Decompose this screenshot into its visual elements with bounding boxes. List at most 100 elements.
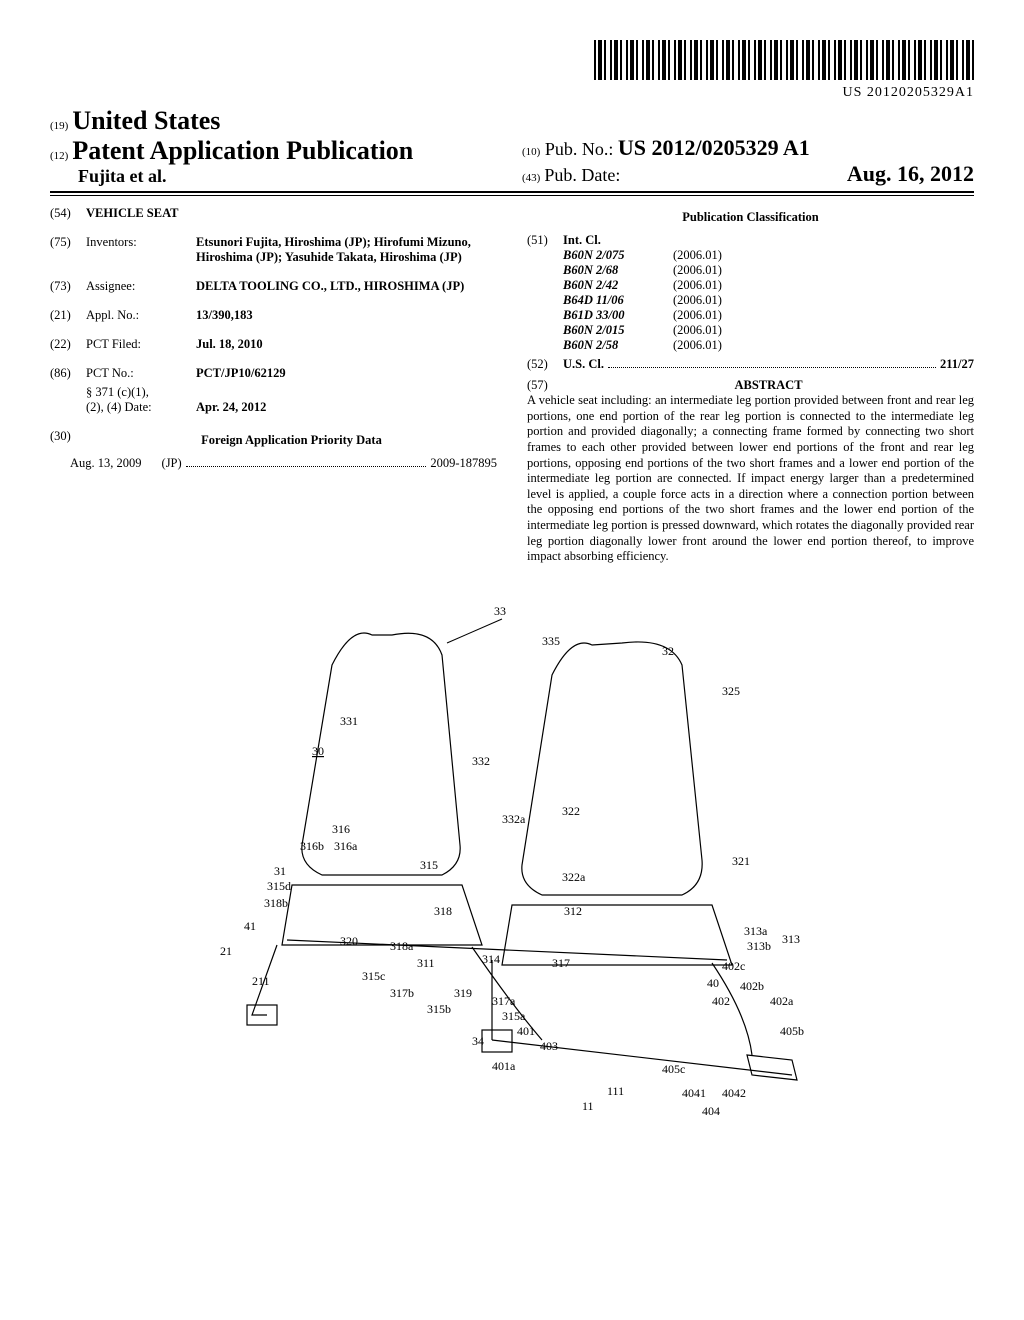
header: (19) United States (12) Patent Applicati… (50, 106, 974, 193)
assignee: DELTA TOOLING CO., LTD., HIROSHIMA (JP) (196, 279, 497, 294)
abstract-text: A vehicle seat including: an intermediat… (527, 393, 974, 565)
author-line: Fujita et al. (50, 166, 502, 187)
ref-335: 335 (542, 634, 560, 648)
pct-no-row: (86) PCT No.: PCT/JP10/62129 (50, 366, 497, 381)
uscl-dots (608, 357, 936, 368)
code-22: (22) (50, 337, 86, 352)
ipc-code: B60N 2/42 (563, 278, 673, 293)
assignee-row: (73) Assignee: DELTA TOOLING CO., LTD., … (50, 279, 497, 294)
pct-filed-label: PCT Filed: (86, 337, 196, 352)
ref-317: 317 (552, 956, 570, 970)
country: United States (72, 106, 220, 135)
ref-316b: 316b (300, 839, 324, 853)
code-21: (21) (50, 308, 86, 323)
foreign-header: Foreign Application Priority Data (86, 433, 497, 448)
ref-312: 312 (564, 904, 582, 918)
ref-318b: 318b (264, 896, 288, 910)
invention-title: VEHICLE SEAT (86, 206, 179, 221)
ref-314: 314 (482, 952, 500, 966)
ipc-row: B60N 2/075(2006.01) (563, 248, 763, 263)
ref-33: 33 (494, 604, 506, 618)
right-column: Publication Classification (51) Int. Cl.… (527, 206, 974, 565)
ipc-row: B60N 2/015(2006.01) (563, 323, 763, 338)
ref-332a: 332a (502, 812, 526, 826)
ref-405c: 405c (662, 1062, 685, 1076)
ref-313a: 313a (744, 924, 768, 938)
pub-type-line: (12) Patent Application Publication (50, 136, 502, 166)
header-left: (19) United States (12) Patent Applicati… (50, 106, 502, 187)
ref-11: 11 (582, 1099, 594, 1113)
inventors: Etsunori Fujita, Hiroshima (JP); Hirofum… (196, 235, 497, 265)
ipc-list: B60N 2/075(2006.01)B60N 2/68(2006.01)B60… (563, 248, 763, 353)
ipc-code: B61D 33/00 (563, 308, 673, 323)
ref-21: 21 (220, 944, 232, 958)
uscl-value: 211/27 (940, 357, 974, 372)
ref-402: 402 (712, 994, 730, 1008)
intcl-label: Int. Cl. (563, 233, 763, 248)
ipc-row: B60N 2/68(2006.01) (563, 263, 763, 278)
ipc-version: (2006.01) (673, 248, 763, 263)
ref-332: 332 (472, 754, 490, 768)
header-right: (10) Pub. No.: US 2012/0205329 A1 (43) P… (502, 135, 974, 187)
ipc-row: B60N 2/58(2006.01) (563, 338, 763, 353)
biblio-columns: (54) VEHICLE SEAT (75) Inventors: Etsuno… (50, 206, 974, 565)
code-19: (19) (50, 120, 68, 132)
abstract-header-row: (57) ABSTRACT (527, 378, 974, 393)
inventors-label: Inventors: (86, 235, 196, 265)
code-57: (57) (527, 378, 563, 393)
code-86: (86) (50, 366, 86, 381)
ref-331: 331 (340, 714, 358, 728)
ref-317b: 317b (390, 986, 414, 1000)
uscl-row: (52) U.S. Cl. 211/27 (527, 357, 974, 372)
code-52: (52) (527, 357, 563, 372)
s371-row2: (2), (4) Date: Apr. 24, 2012 (50, 400, 497, 415)
ref-401a: 401a (492, 1059, 516, 1073)
ref-318: 318 (434, 904, 452, 918)
pct-no: PCT/JP10/62129 (196, 366, 497, 381)
appl-no: 13/390,183 (196, 308, 497, 323)
ref-32: 32 (662, 644, 674, 658)
inventors-row: (75) Inventors: Etsunori Fujita, Hiroshi… (50, 235, 497, 265)
ref-41: 41 (244, 919, 256, 933)
ipc-version: (2006.01) (673, 293, 763, 308)
ref-31: 31 (274, 864, 286, 878)
ref-322: 322 (562, 804, 580, 818)
code-54: (54) (50, 206, 86, 221)
foreign-country: (JP) (162, 456, 182, 471)
barcode-graphic (594, 40, 974, 80)
ref-404: 404 (702, 1104, 720, 1118)
ipc-version: (2006.01) (673, 278, 763, 293)
ref-4042: 4042 (722, 1086, 746, 1100)
title-row: (54) VEHICLE SEAT (50, 206, 497, 221)
figure: 33 335 32 325 331 30 332 332a 322 316 31… (50, 585, 974, 1130)
pub-no-label: Pub. No.: (545, 139, 614, 159)
ref-315: 315 (420, 858, 438, 872)
abstract-label: ABSTRACT (563, 378, 974, 393)
ipc-code: B60N 2/075 (563, 248, 673, 263)
ref-316a: 316a (334, 839, 358, 853)
left-column: (54) VEHICLE SEAT (75) Inventors: Etsuno… (50, 206, 497, 565)
country-line: (19) United States (50, 106, 502, 136)
foreign-priority-section: (30) Foreign Application Priority Data A… (50, 429, 497, 471)
ref-402b: 402b (740, 979, 764, 993)
barcode-number: US 20120205329A1 (50, 85, 974, 101)
barcode-region: US 20120205329A1 (50, 40, 974, 101)
ipc-version: (2006.01) (673, 308, 763, 323)
ref-315a: 315a (502, 1009, 526, 1023)
ref-315d: 315d (267, 879, 291, 893)
appl-label: Appl. No.: (86, 308, 196, 323)
uscl-label: U.S. Cl. (563, 357, 604, 372)
ref-320: 320 (340, 934, 358, 948)
foreign-priority-row: Aug. 13, 2009 (JP) 2009-187895 (50, 456, 497, 471)
ipc-code: B60N 2/58 (563, 338, 673, 353)
code-30: (30) (50, 429, 86, 456)
s371-date-label: (2), (4) Date: (86, 400, 196, 415)
ref-325: 325 (722, 684, 740, 698)
ref-318a: 318a (390, 939, 414, 953)
ref-40: 40 (707, 976, 719, 990)
appl-row: (21) Appl. No.: 13/390,183 (50, 308, 497, 323)
ref-111: 111 (607, 1084, 624, 1098)
seat-frame-drawing: 33 335 32 325 331 30 332 332a 322 316 31… (192, 585, 832, 1125)
s371-date: Apr. 24, 2012 (196, 400, 497, 415)
assignee-label: Assignee: (86, 279, 196, 294)
